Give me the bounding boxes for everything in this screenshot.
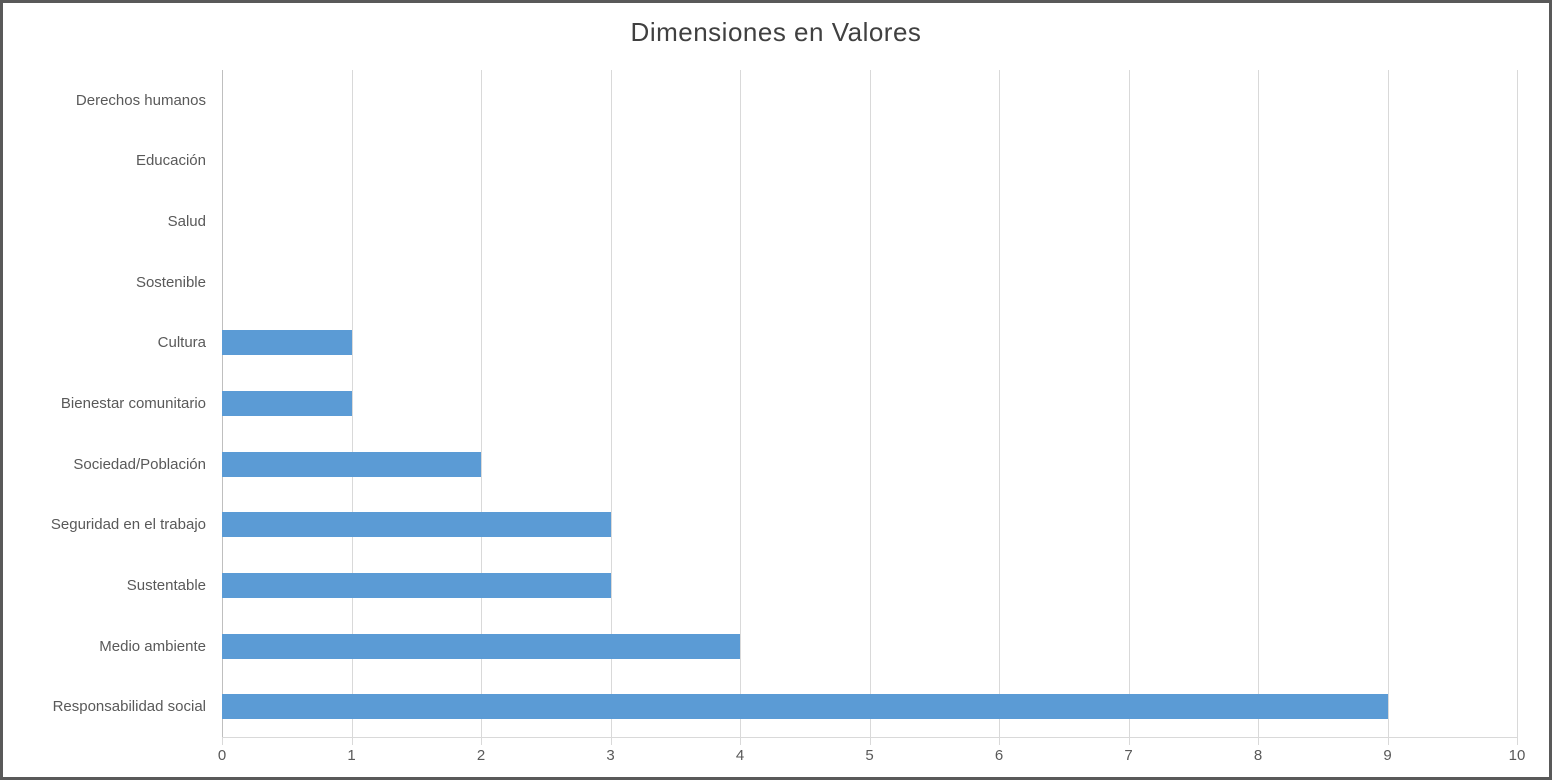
x-axis-tick-mark [610, 737, 612, 745]
x-axis-label: 4 [735, 747, 745, 764]
category-label: Sostenible [135, 273, 206, 291]
x-axis-label: 1 [347, 747, 356, 764]
bar-row [222, 191, 1517, 252]
category-label: Educación [135, 152, 206, 170]
gridline [481, 70, 482, 737]
category-label: Seguridad en el trabajo [50, 516, 206, 534]
gridline [1517, 70, 1518, 737]
x-axis-line [222, 737, 1518, 738]
category-label: Derechos humanos [75, 91, 206, 109]
chart-title: Dimensiones en Valores [630, 17, 922, 47]
gridline [869, 70, 871, 737]
x-axis-label: 10 [1508, 747, 1526, 764]
bar [222, 694, 1388, 720]
bar-row [222, 131, 1517, 192]
bar-row [222, 434, 1517, 495]
bar [222, 391, 352, 417]
x-axis-label: 0 [217, 747, 227, 764]
x-axis-tick-mark [1128, 737, 1130, 745]
gridline [610, 70, 612, 737]
bar [222, 512, 611, 538]
x-axis-tick-mark [1387, 737, 1389, 745]
x-axis-tick-mark [740, 737, 741, 745]
bar [222, 451, 481, 477]
bar-row [222, 676, 1517, 737]
x-axis-tick-mark [869, 737, 871, 745]
x-axis-tick-mark [1258, 737, 1259, 745]
bar-row [222, 313, 1517, 374]
category-label: Sustentable [126, 576, 206, 594]
category-label: Bienestar comunitario [60, 395, 206, 413]
bar-row [222, 252, 1517, 313]
x-axis-label: 9 [1383, 747, 1392, 764]
category-label: Cultura [157, 334, 206, 352]
gridline [1258, 70, 1259, 737]
x-axis-label: 6 [994, 747, 1004, 764]
x-axis-label: 2 [476, 747, 486, 764]
x-axis-tick-mark [999, 737, 1000, 745]
bar [222, 330, 352, 356]
bar-row [222, 70, 1517, 131]
plot-area [222, 70, 1518, 745]
bar-row [222, 494, 1517, 555]
category-label: Responsabilidad social [52, 698, 206, 716]
category-label: Salud [167, 213, 206, 231]
category-label: Sociedad/Población [73, 455, 206, 473]
x-axis-tick-labels: 0 1 2 3 4 5 6 7 8 9 10 [218, 747, 1526, 767]
gridline [351, 70, 353, 737]
gridline [999, 70, 1000, 737]
x-axis-label: 8 [1253, 747, 1263, 764]
x-axis-tick-mark [222, 737, 223, 745]
category-label: Medio ambiente [99, 637, 206, 655]
bar-row [222, 616, 1517, 677]
bar [222, 633, 740, 659]
bar-row [222, 373, 1517, 434]
x-axis-label: 5 [865, 747, 874, 764]
x-axis-tick-mark [1517, 737, 1518, 745]
bar-row [222, 555, 1517, 616]
x-axis-label: 3 [606, 747, 615, 764]
gridline [1128, 70, 1130, 737]
bar [222, 572, 611, 598]
x-axis-tick-mark [351, 737, 353, 745]
gridline [740, 70, 741, 737]
bar-rows-layer [222, 70, 1517, 737]
y-axis-category-labels: Derechos humanos Educación Salud Sostenible… [3, 70, 206, 737]
x-axis-label: 7 [1124, 747, 1133, 764]
gridline [1387, 70, 1389, 737]
x-axis-tick-mark [481, 737, 482, 745]
